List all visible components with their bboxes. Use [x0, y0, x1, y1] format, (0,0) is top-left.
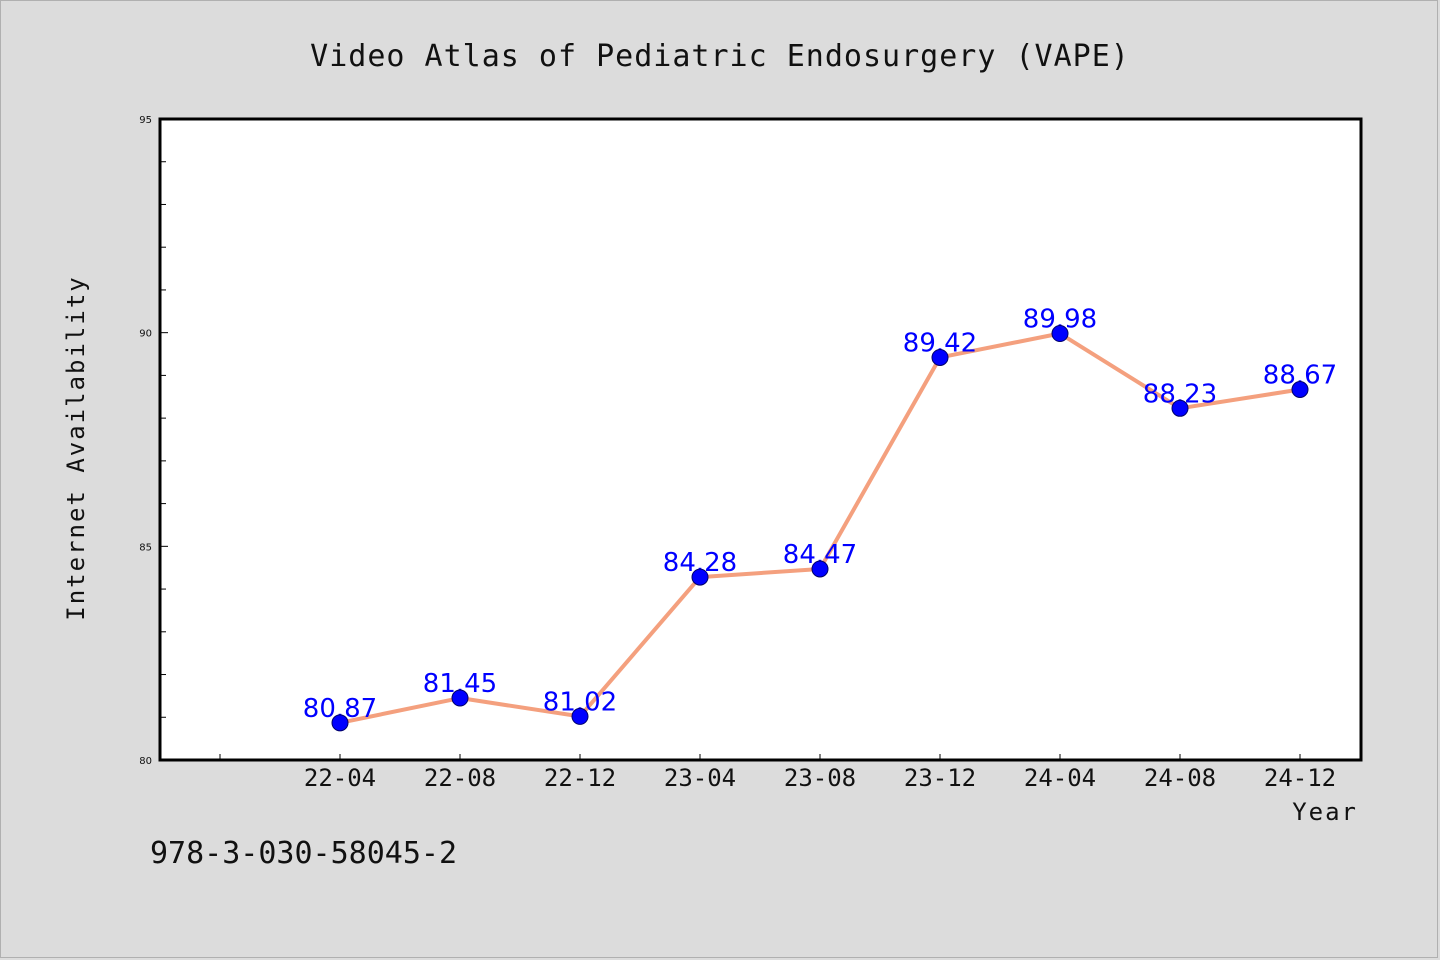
x-tick-label: 24-08: [1144, 764, 1216, 792]
x-axis-ticks: 22-04 22-08 22-12 23-04 23-08 23-12 24-04 24-08…: [219, 754, 1336, 792]
y-axis-label: Internet Availability: [62, 275, 90, 620]
footnote-isbn: 978-3-030-58045-2: [150, 836, 457, 871]
data-point: [451, 689, 469, 707]
data-point: [571, 707, 589, 725]
x-tick-label: 22-08: [424, 764, 496, 792]
data-point: [1291, 381, 1309, 399]
chart-title: Video Atlas of Pediatric Endosurgery (VA…: [310, 39, 1130, 74]
x-tick-label: 24-04: [1024, 764, 1096, 792]
plot-area: [160, 119, 1361, 760]
plot-border: [158, 117, 1363, 762]
data-point: [331, 714, 349, 732]
x-tick-label: 23-12: [904, 764, 976, 792]
y-tick-label: 80: [139, 756, 152, 767]
x-tick-label: 22-12: [544, 764, 616, 792]
data-point: [931, 348, 949, 366]
x-tick-label: 23-04: [664, 764, 736, 792]
data-point: [691, 568, 709, 586]
x-tick-label: 24-12: [1264, 764, 1336, 792]
x-tick-label: 22-04: [304, 764, 376, 792]
data-point: [811, 560, 829, 578]
data-point: [1051, 325, 1069, 343]
y-tick-label: 85: [139, 542, 152, 553]
x-tick-label: 23-08: [784, 764, 856, 792]
y-tick-label: 90: [139, 329, 152, 340]
data-point: [1171, 399, 1189, 417]
x-axis-label: Year: [1292, 798, 1358, 826]
y-tick-label: 95: [139, 115, 152, 126]
